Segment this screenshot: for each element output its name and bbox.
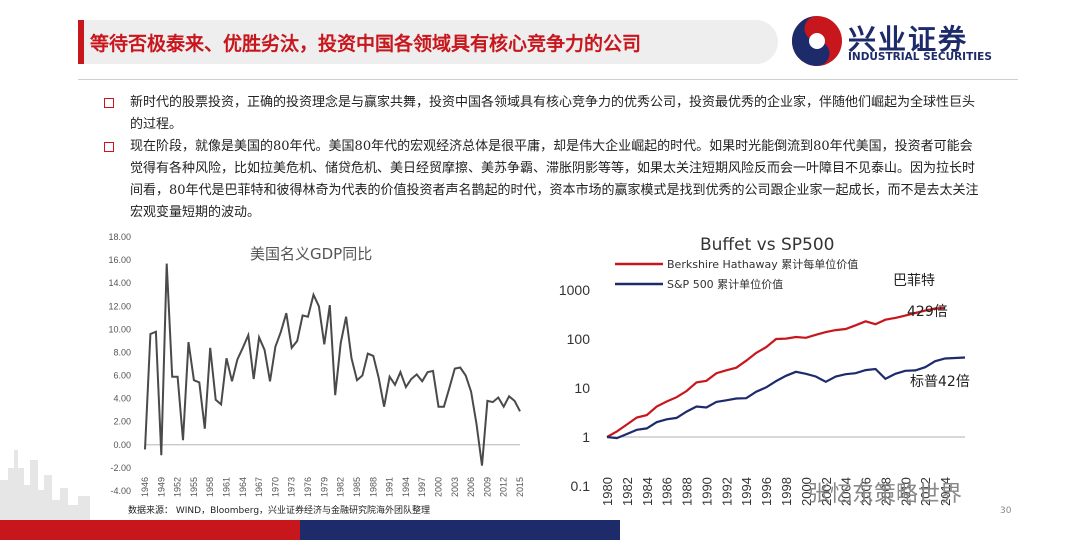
y-tick-label: 6.00 — [113, 371, 131, 381]
x-tick-label: 2000 — [433, 477, 443, 497]
annotation-sp500-label: 标普42倍 — [910, 374, 970, 390]
y-tick-label: 16.00 — [108, 255, 131, 265]
x-tick-label: 1988 — [680, 477, 695, 506]
y-tick-label: 4.00 — [113, 394, 131, 404]
logo-mark-icon — [792, 16, 842, 66]
buffett-vs-sp500-chart: Buffet vs SP500 1000 100 10 1 0.1 1980 1982 1984… — [559, 235, 970, 506]
y-tick-label: 1000 — [559, 282, 590, 298]
x-tick-label: 2010 — [898, 477, 913, 506]
bullet-list: 新时代的股票投资，正确的投资理念是与赢家共舞，投资中国各领域具有核心竞争力的优秀… — [104, 92, 984, 224]
footer-blue-segment — [300, 520, 620, 540]
logo-english-text: INDUSTRIAL SECURITIES — [848, 51, 992, 63]
data-source-note: 数据来源： WIND，Bloomberg，兴业证券经济与金融研究院海外团队整理 — [128, 506, 431, 516]
x-tick-label: 1949 — [156, 477, 166, 497]
x-tick-label: 2012 — [918, 477, 933, 506]
x-tick-label: 2003 — [450, 477, 460, 497]
x-tick-label: 1986 — [660, 477, 675, 506]
y-tick-label: 10 — [574, 380, 590, 396]
legend-label: Berkshire Hathaway 累计每单位价值 — [667, 257, 858, 271]
city-skyline-decoration — [0, 450, 90, 520]
annotation-berkshire-value: 429倍 — [907, 304, 948, 320]
square-bullet-icon — [104, 142, 114, 152]
x-tick-label: 1994 — [401, 477, 411, 497]
x-tick-label: 1991 — [385, 477, 395, 497]
y-tick-label: -2.00 — [110, 463, 131, 473]
x-tick-label: 1967 — [254, 477, 264, 497]
y-tick-label: 18.00 — [108, 232, 131, 242]
x-tick-label: 1997 — [417, 477, 427, 497]
square-bullet-icon — [104, 98, 114, 108]
x-tick-label: 2000 — [799, 477, 814, 506]
x-tick-label: 1970 — [270, 477, 280, 497]
x-tick-label: 2006 — [859, 477, 874, 506]
industrial-securities-logo: 兴业证券 INDUSTRIAL SECURITIES — [790, 14, 1030, 70]
x-tick-label: 1988 — [368, 477, 378, 497]
x-tick-label: 1946 — [140, 477, 150, 497]
x-tick-label: 1976 — [303, 477, 313, 497]
x-tick-label: 1984 — [640, 477, 655, 506]
logo-chinese-text: 兴业证券 — [848, 23, 969, 56]
footer-bar — [0, 520, 1080, 540]
bullet-item: 新时代的股票投资，正确的投资理念是与赢家共舞，投资中国各领域具有核心竞争力的优秀… — [104, 92, 984, 136]
x-tick-label: 1952 — [173, 477, 183, 497]
y-tick-label: 0.00 — [113, 440, 131, 450]
x-tick-label: 2006 — [466, 477, 476, 497]
footer-red-segment — [0, 520, 300, 540]
y-tick-label: 12.00 — [108, 301, 131, 311]
x-tick-label: 2004 — [839, 477, 854, 506]
bullet-text: 新时代的股票投资，正确的投资理念是与赢家共舞，投资中国各领域具有核心竞争力的优秀… — [130, 95, 976, 132]
y-tick-label: 0.1 — [571, 478, 591, 494]
gdp-yoy-chart: 18.00 16.00 14.00 12.00 10.00 8.00 6.00 4.00 2.0… — [108, 232, 525, 497]
header-divider — [78, 79, 1018, 80]
y-tick-label: 8.00 — [113, 347, 131, 357]
chart-title: 美国名义GDP同比 — [250, 245, 372, 263]
sp500-series-line — [606, 356, 966, 440]
x-tick-label: 1982 — [620, 477, 635, 506]
chart-title: Buffet vs SP500 — [700, 235, 835, 255]
page-number: 30 — [1000, 506, 1012, 516]
y-tick-label: 10.00 — [108, 324, 131, 334]
watermark-text: 张忆东策略世界 — [808, 482, 963, 507]
x-tick-label: 1996 — [759, 477, 774, 506]
y-tick-label: 14.00 — [108, 278, 131, 288]
gdp-series-line — [144, 263, 521, 466]
x-tick-label: 1994 — [739, 477, 754, 506]
x-tick-label: 1979 — [319, 477, 329, 497]
x-tick-label: 2012 — [499, 477, 509, 497]
banner-accent — [78, 20, 84, 64]
y-tick-label: 2.00 — [113, 417, 131, 427]
x-tick-label: 1973 — [287, 477, 297, 497]
x-tick-label: 1990 — [699, 477, 714, 506]
x-tick-label: 2015 — [515, 477, 525, 497]
x-tick-label: 1998 — [779, 477, 794, 506]
x-tick-label: 1961 — [222, 477, 232, 497]
title-banner: 等待否极泰来、优胜劣汰，投资中国各领域具有核心竞争力的公司 — [78, 20, 778, 64]
x-tick-label: 2009 — [482, 477, 492, 497]
x-tick-label: 2014 — [938, 477, 953, 506]
x-tick-label: 1982 — [336, 477, 346, 497]
x-tick-label: 1980 — [600, 477, 615, 506]
bullet-text: 现在阶段，就像是美国的80年代。美国80年代的宏观经济总体是很平庸，却是伟大企业… — [130, 139, 979, 220]
x-tick-label: 1992 — [719, 477, 734, 506]
berkshire-series-line — [606, 306, 946, 438]
annotation-berkshire-label: 巴菲特 — [893, 273, 935, 289]
page-title: 等待否极泰来、优胜劣汰，投资中国各领域具有核心竞争力的公司 — [90, 33, 642, 55]
x-tick-label: 1964 — [238, 477, 248, 497]
x-tick-label: 2008 — [878, 477, 893, 506]
x-tick-label: 1985 — [352, 477, 362, 497]
x-tick-label: 1958 — [205, 477, 215, 497]
y-tick-label: -4.00 — [110, 486, 131, 496]
x-tick-label: 2002 — [819, 477, 834, 506]
x-tick-label: 1955 — [189, 477, 199, 497]
y-tick-label: 1 — [582, 429, 590, 445]
legend-label: S&P 500 累计单位价值 — [667, 277, 783, 291]
bullet-item: 现在阶段，就像是美国的80年代。美国80年代的宏观经济总体是很平庸，却是伟大企业… — [104, 136, 984, 224]
y-tick-label: 100 — [567, 331, 591, 347]
